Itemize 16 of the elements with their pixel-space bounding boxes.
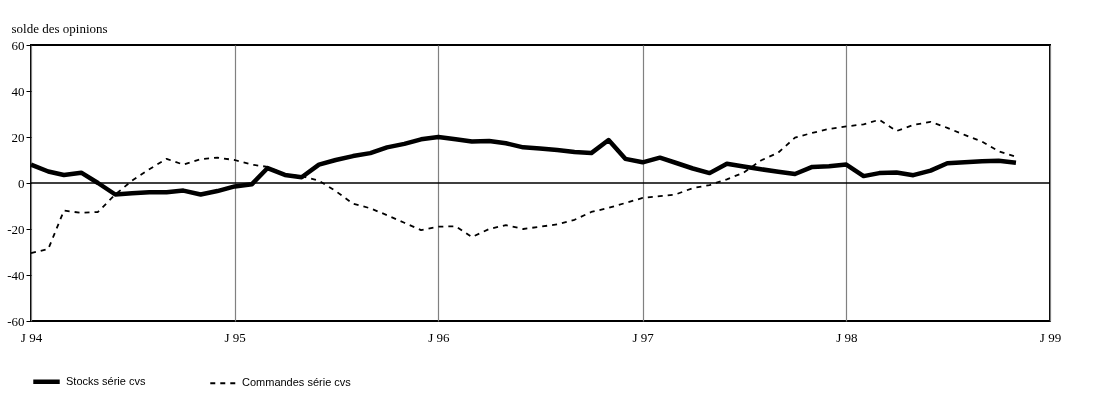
x-tick-label: J 94 [20,329,43,345]
y-tick-label: 40 [11,83,25,99]
y-tick-label: 20 [11,129,25,145]
x-tick-label: J 98 [836,329,858,345]
x-tick-label: J 95 [224,329,246,345]
y-tick-label: -20 [7,221,25,237]
y-tick-label: 0 [18,175,25,191]
legend-label: Stocks série cvs [66,374,146,387]
y-tick-label: -40 [7,267,25,283]
legend-label: Commandes série cvs [242,376,352,389]
y-axis-title: solde des opinions [11,20,108,36]
y-tick-label: -60 [7,313,25,329]
y-tick-label: 60 [11,37,25,53]
x-tick-label: J 99 [1039,329,1062,345]
x-tick-label: J 96 [428,329,451,345]
x-tick-label: J 97 [632,329,655,345]
